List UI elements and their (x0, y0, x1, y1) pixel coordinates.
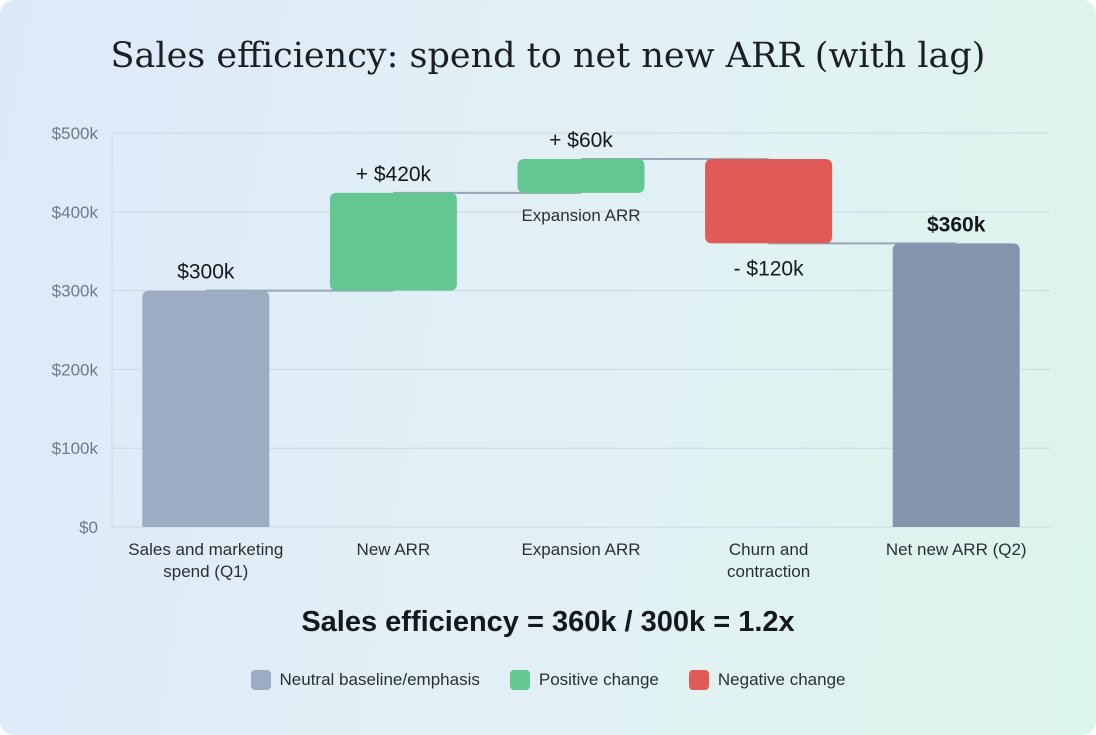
bar-positive (517, 159, 645, 193)
legend-item-negative: Negative change (688, 670, 846, 690)
legend-swatch-neutral (250, 670, 271, 690)
bar-value-label: - $120k (734, 257, 805, 280)
x-tick-label: Expansion ARR (521, 540, 640, 559)
bar-emphasis (892, 243, 1020, 527)
x-tick-label: Churn and (729, 540, 808, 559)
y-tick-label: $400k (52, 203, 99, 222)
x-tick-label: spend (Q1) (163, 562, 248, 581)
legend-label: Positive change (538, 670, 659, 689)
legend-item-positive: Positive change (509, 670, 659, 690)
legend-swatch-negative (688, 670, 709, 690)
bar-neutral (142, 290, 270, 527)
bar-value-label: + $60k (549, 129, 613, 152)
bar-value-label: $300k (177, 261, 235, 284)
bar-positive (329, 192, 457, 291)
bar-annotation: Expansion ARR (521, 206, 640, 225)
y-tick-label: $300k (52, 282, 99, 301)
legend-label: Negative change (717, 670, 846, 689)
waterfall-chart: $0 $100k $200k $300k $400k $500k $300k Sales an… (52, 124, 1050, 581)
legend: Neutral baseline/emphasis Positive chang… (0, 670, 1096, 690)
y-tick-label: $200k (52, 360, 99, 379)
x-tick-label: New ARR (357, 540, 431, 559)
legend-item-neutral: Neutral baseline/emphasis (250, 670, 480, 690)
x-tick-label: Net new ARR (Q2) (886, 540, 1027, 559)
y-tick-label: $0 (79, 518, 98, 537)
bar-negative (705, 159, 833, 244)
bar-value-label: + $420k (356, 163, 432, 186)
y-tick-label: $100k (52, 439, 99, 458)
x-tick-label: Sales and marketing (128, 540, 283, 559)
legend-label: Neutral baseline/emphasis (279, 670, 480, 689)
x-tick-label: contraction (727, 562, 810, 581)
bar-value-label: $360k (927, 213, 986, 236)
chart-title: Sales efficiency: spend to net new ARR (… (110, 36, 986, 76)
legend-swatch-positive (509, 670, 530, 690)
y-tick-label: $500k (52, 124, 99, 143)
sales-efficiency-formula: Sales efficiency = 360k / 300k = 1.2x (301, 606, 795, 638)
